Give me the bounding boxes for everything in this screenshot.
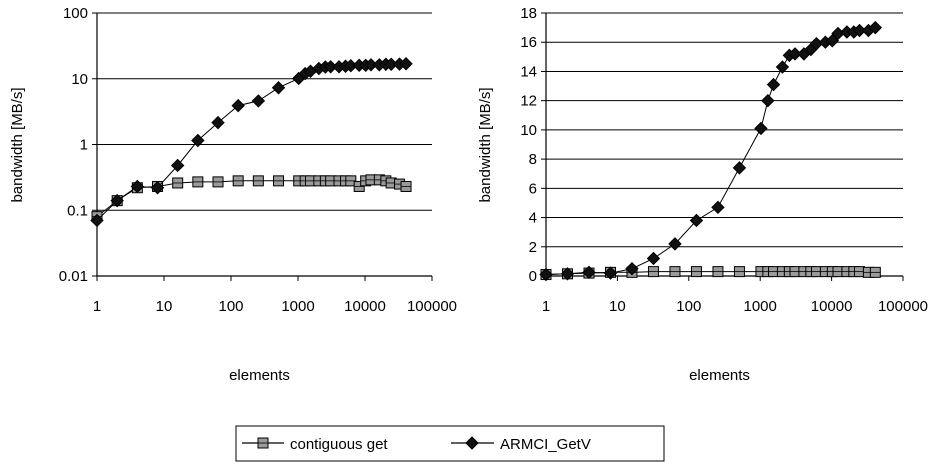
legend-label-contiguous-get: contiguous get: [290, 436, 388, 453]
point-contiguous-get-right-8: [712, 266, 724, 278]
point-armci-getv-left-0: [90, 213, 104, 228]
x-axis-title-right: elements: [689, 367, 750, 384]
x-tick-label-right-1: 10: [609, 298, 626, 315]
chart-left: 0.01 0.1 1 10 100 1 10 100 1000 10000 100000 elemen…: [9, 5, 457, 384]
point-contiguous-get-right-7: [690, 266, 702, 278]
point-armci-getv-right-2: [582, 265, 596, 280]
y-tick-label-right-5: 10: [520, 122, 537, 139]
legend-diamond-marker: [465, 436, 479, 450]
x-tick-label-right-0: 1: [542, 298, 550, 315]
x-tick-label-right-4: 10000: [811, 298, 853, 315]
point-contiguous-get-right-9: [733, 266, 745, 278]
y-tick-label-left-4: 100: [63, 5, 88, 22]
point-armci-getv-right-5: [646, 251, 661, 266]
point-armci-getv-right-26: [868, 20, 883, 35]
y-tick-label-right-2: 4: [529, 210, 537, 227]
point-armci-getv-right-0: [539, 267, 553, 282]
point-contiguous-get-left-4: [172, 177, 184, 189]
series-line-armci-getv-left: [96, 63, 407, 221]
series-line-armci-getv-right: [545, 27, 876, 275]
y-tick-label-left-1: 0.1: [67, 202, 88, 219]
point-contiguous-get-right-26: [869, 266, 881, 278]
chart-right: 0 2 4 6 8 10 12 14 16 18 1 10 100 1000 10000 100000 elem…: [477, 5, 928, 384]
y-tick-label-right-7: 14: [520, 63, 537, 80]
point-armci-getv-right-1: [560, 267, 575, 281]
point-armci-getv-right-11: [761, 93, 775, 108]
y-tick-label-left-2: 1: [80, 137, 88, 154]
x-tick-label-left-4: 10000: [344, 298, 386, 315]
y-tick-label-right-1: 2: [529, 239, 537, 256]
legend-marker-contiguous-get: [257, 437, 269, 449]
point-contiguous-get-right-5: [647, 266, 659, 278]
point-contiguous-get-left-8: [252, 175, 264, 187]
x-tick-label-right-2: 100: [676, 298, 701, 315]
point-contiguous-get-right-6: [669, 266, 681, 278]
point-armci-getv-right-6: [668, 237, 682, 251]
x-tick-label-left-1: 10: [156, 298, 173, 315]
x-tick-label-left-3: 1000: [281, 298, 314, 315]
point-contiguous-get-left-5: [192, 176, 204, 188]
point-armci-getv-right-7: [689, 213, 704, 228]
point-armci-getv-right-24: [852, 23, 867, 38]
point-contiguous-get-left-9: [273, 175, 285, 187]
legend-frame: [235, 425, 665, 462]
point-armci-getv-right-20: [825, 34, 840, 48]
point-armci-getv-left-8: [251, 94, 266, 108]
y-axis-title-left: bandwidth [MB/s]: [9, 87, 26, 202]
point-armci-getv-right-13: [775, 60, 790, 74]
point-contiguous-get-left-19: [353, 180, 365, 192]
point-armci-getv-right-10: [754, 121, 768, 136]
legend-label-armci-getv: ARMCI_GetV: [500, 436, 591, 453]
y-tick-label-right-9: 18: [520, 5, 537, 22]
point-armci-getv-right-3: [603, 266, 618, 280]
point-armci-getv-left-6: [211, 115, 225, 130]
point-armci-getv-left-1: [110, 193, 124, 208]
x-tick-label-left-0: 1: [93, 298, 101, 315]
y-axis-title-right: bandwidth [MB/s]: [477, 87, 494, 202]
x-tick-label-left-5: 100000: [407, 298, 457, 315]
point-contiguous-get-left-6: [212, 176, 224, 188]
point-armci-getv-right-15: [788, 47, 802, 61]
point-contiguous-get-left-18: [345, 175, 357, 187]
point-armci-getv-left-26: [399, 57, 413, 71]
legend-square-marker: [257, 437, 269, 449]
legend-marker-armci-getv: [465, 436, 479, 450]
point-armci-getv-right-12: [766, 77, 781, 92]
x-tick-label-right-3: 1000: [744, 298, 777, 315]
point-armci-getv-left-3: [150, 181, 165, 195]
y-tick-label-left-0: 0.01: [59, 268, 88, 285]
point-contiguous-get-left-26: [400, 180, 412, 192]
y-tick-label-right-6: 12: [520, 93, 537, 110]
point-armci-getv-left-2: [130, 179, 145, 194]
point-armci-getv-left-4: [170, 158, 185, 173]
y-tick-label-right-0: 0: [529, 268, 537, 285]
x-tick-label-right-5: 100000: [878, 298, 928, 315]
legend: contiguous get ARMCI_GetV: [235, 425, 665, 462]
point-armci-getv-left-9: [271, 81, 286, 95]
x-tick-label-left-2: 100: [218, 298, 243, 315]
y-tick-label-left-3: 10: [71, 71, 88, 88]
x-axis-title-left: elements: [229, 367, 290, 384]
point-contiguous-get-left-7: [232, 175, 244, 187]
point-armci-getv-left-5: [191, 133, 205, 148]
point-armci-getv-right-8: [711, 200, 725, 215]
y-tick-label-right-4: 8: [529, 151, 537, 168]
y-tick-label-right-3: 6: [529, 180, 537, 197]
point-armci-getv-right-4: [625, 261, 639, 276]
point-armci-getv-left-7: [231, 98, 245, 113]
point-armci-getv-right-9: [732, 161, 747, 175]
y-tick-label-right-8: 16: [520, 34, 537, 51]
